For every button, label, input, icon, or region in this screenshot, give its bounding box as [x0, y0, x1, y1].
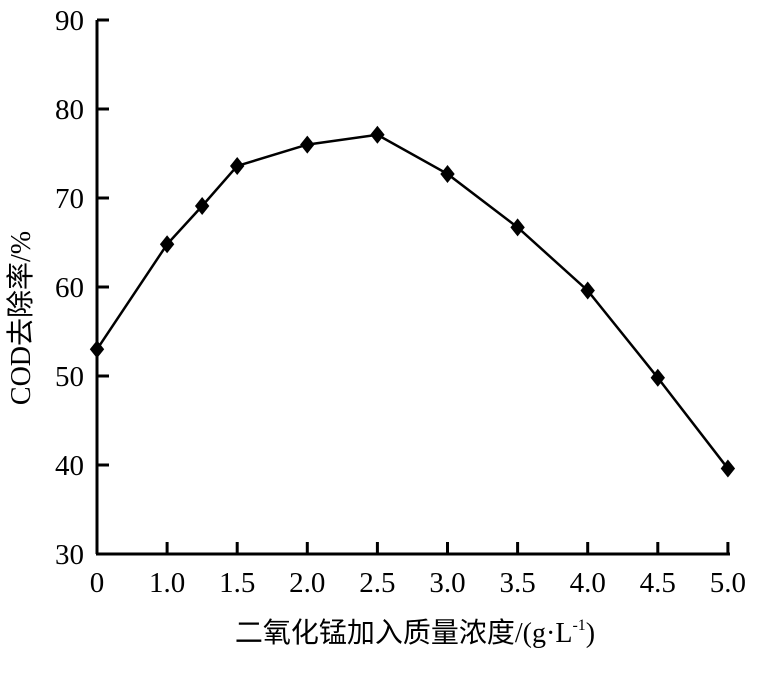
y-tick-label: 40	[55, 450, 84, 482]
x-axis-label: 二氧化锰加入质量浓度/(g·L-1)	[235, 617, 595, 649]
x-axis-label-end: )	[586, 618, 595, 649]
series-line	[95, 133, 729, 470]
data-point-diamond	[650, 368, 665, 387]
x-tick-label: 1.5	[219, 567, 255, 599]
data-point-diamond	[230, 156, 245, 175]
x-tick-label: 5.0	[710, 567, 746, 599]
x-tick-label: 2.0	[289, 567, 325, 599]
data-point-diamond	[370, 125, 385, 144]
data-point-diamond	[580, 281, 595, 300]
data-point-diamond	[194, 197, 210, 216]
y-axis-label: COD去除率/%	[5, 231, 37, 405]
x-tick-label: 4.5	[640, 567, 676, 599]
x-tick-label: 0	[90, 567, 105, 599]
x-tick-label: 1.0	[149, 567, 185, 599]
data-point-diamond	[720, 459, 736, 478]
x-tick-label: 4.0	[570, 567, 606, 599]
data-point-diamond	[510, 218, 525, 237]
y-tick-label: 70	[55, 183, 84, 215]
data-point-diamond	[89, 340, 105, 359]
axes	[95, 20, 730, 556]
y-tick-label: 90	[55, 5, 84, 37]
y-tick-label: 80	[55, 94, 84, 126]
y-tick-label: 60	[55, 272, 84, 304]
x-axis-label-main: 二氧化锰加入质量浓度/(g·L	[235, 617, 573, 649]
x-tick-label: 2.5	[359, 567, 395, 599]
data-point-diamond	[159, 235, 175, 254]
x-axis-label-sup: -1	[572, 617, 585, 634]
data-point-diamond	[300, 135, 315, 154]
y-tick-label: 30	[55, 539, 84, 571]
data-point-diamond	[440, 164, 455, 183]
y-tick-label: 50	[55, 361, 84, 393]
x-tick-label: 3.5	[499, 567, 535, 599]
x-tick-label: 3.0	[429, 567, 465, 599]
